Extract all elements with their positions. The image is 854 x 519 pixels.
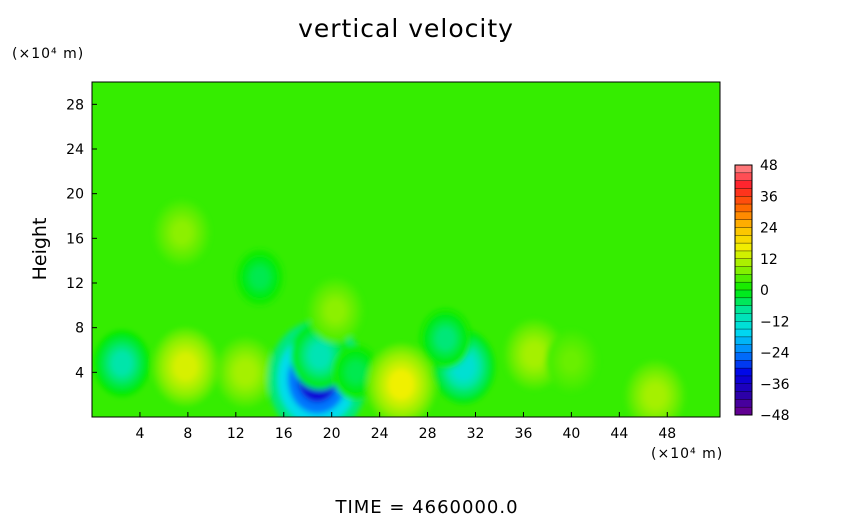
x-tick-label: 28 — [419, 426, 437, 442]
colorbar-tick-label: 36 — [760, 189, 778, 205]
colorbar-band — [735, 336, 752, 346]
colorbar-band — [735, 360, 752, 369]
colorbar-band — [735, 344, 752, 353]
x-axis-unit: (×10⁴ m) — [651, 446, 724, 462]
chart-title: vertical velocity — [298, 14, 514, 43]
x-tick-label: 44 — [610, 426, 628, 442]
colorbar-band — [735, 352, 752, 361]
field-feature-2-level-3 — [233, 358, 257, 386]
colorbar-band — [735, 227, 752, 236]
x-tick-label: 32 — [467, 426, 485, 442]
x-tick-label: 36 — [515, 426, 533, 442]
colorbar-band — [735, 375, 752, 385]
y-tick-label: 28 — [66, 97, 84, 113]
colorbar-tick-label: −12 — [760, 314, 790, 330]
colorbar-band — [735, 250, 752, 260]
colorbar-band — [735, 266, 752, 275]
colorbar-tick-label: 24 — [760, 221, 778, 237]
field-feature-12-level-3 — [171, 219, 193, 246]
field-feature-8-level-3 — [435, 326, 456, 351]
field-feature-4-level-3 — [308, 341, 332, 370]
colorbar-band — [735, 297, 752, 307]
colorbar-tick-label: 12 — [760, 252, 778, 268]
y-tick-label: 12 — [66, 276, 84, 292]
colorbar-frame — [734, 164, 753, 416]
colorbar-band — [735, 196, 752, 205]
colorbar-band — [735, 407, 752, 416]
colorbar-band — [735, 188, 752, 197]
colorbar-band — [735, 258, 752, 268]
colorbar-tick-label: −36 — [760, 377, 790, 393]
heatmap-field — [92, 82, 720, 417]
colorbar-band — [735, 165, 752, 174]
x-tick-label: 16 — [275, 426, 293, 442]
colorbar-band — [735, 282, 752, 291]
y-tick-label: 24 — [66, 142, 84, 158]
x-tick-label: 4 — [135, 426, 144, 442]
colorbar-band — [735, 399, 752, 408]
y-axis: 4 8 12 16 20 24 28 — [66, 97, 97, 381]
colorbar-tick-label: 48 — [760, 158, 778, 174]
colorbar-band — [735, 391, 752, 400]
colorbar-band — [735, 211, 752, 221]
colorbar: 48 36 24 12 0 −12 −24 −36 −48 — [734, 158, 790, 424]
x-tick-label: 40 — [562, 426, 580, 442]
y-tick-label: 4 — [75, 365, 84, 381]
y-tick-label: 16 — [66, 231, 84, 247]
colorbar-band — [735, 274, 752, 283]
colorbar-tick-label: −48 — [760, 408, 790, 424]
x-tick-label: 24 — [371, 426, 389, 442]
time-footer: TIME = 4660000.0 — [335, 497, 519, 518]
colorbar-band — [735, 180, 752, 189]
colorbar-band — [735, 368, 752, 377]
colorbar-band — [735, 243, 752, 252]
x-tick-label: 48 — [658, 426, 676, 442]
colorbar-tick-label: −24 — [760, 346, 790, 362]
field-feature-0-level-3 — [110, 350, 134, 377]
field-feature-5-level-3 — [346, 361, 366, 384]
field-feature-14-level-3 — [250, 266, 270, 289]
plot-frame — [91, 81, 721, 418]
x-tick-label: 12 — [227, 426, 245, 442]
field-feature-11-level-3 — [643, 382, 667, 410]
colorbar-band — [735, 290, 752, 299]
y-tick-label: 8 — [75, 321, 84, 337]
field-feature-10-level-3 — [561, 349, 582, 374]
x-tick-label: 8 — [183, 426, 192, 442]
colorbar-band — [735, 313, 752, 322]
y-axis-unit: (×10⁴ m) — [12, 46, 85, 62]
colorbar-band — [735, 383, 752, 393]
colorbar-band — [735, 172, 752, 182]
field-feature-13-level-3 — [324, 298, 347, 324]
colorbar-band — [735, 219, 752, 228]
colorbar-band — [735, 235, 752, 244]
y-tick-label: 20 — [66, 187, 84, 203]
colorbar-band — [735, 329, 752, 338]
field-feature-9-level-3 — [522, 340, 546, 369]
x-tick-label: 20 — [323, 426, 341, 442]
colorbar-band — [735, 204, 752, 213]
field-feature-1-level-3 — [172, 351, 199, 382]
colorbar-tick-label: 0 — [760, 283, 769, 299]
colorbar-band — [735, 305, 752, 314]
field-feature-6-level-3 — [387, 368, 415, 401]
colorbar-band — [735, 321, 752, 330]
x-axis: 4 8 12 16 20 24 28 32 36 40 44 48 — [135, 412, 676, 442]
